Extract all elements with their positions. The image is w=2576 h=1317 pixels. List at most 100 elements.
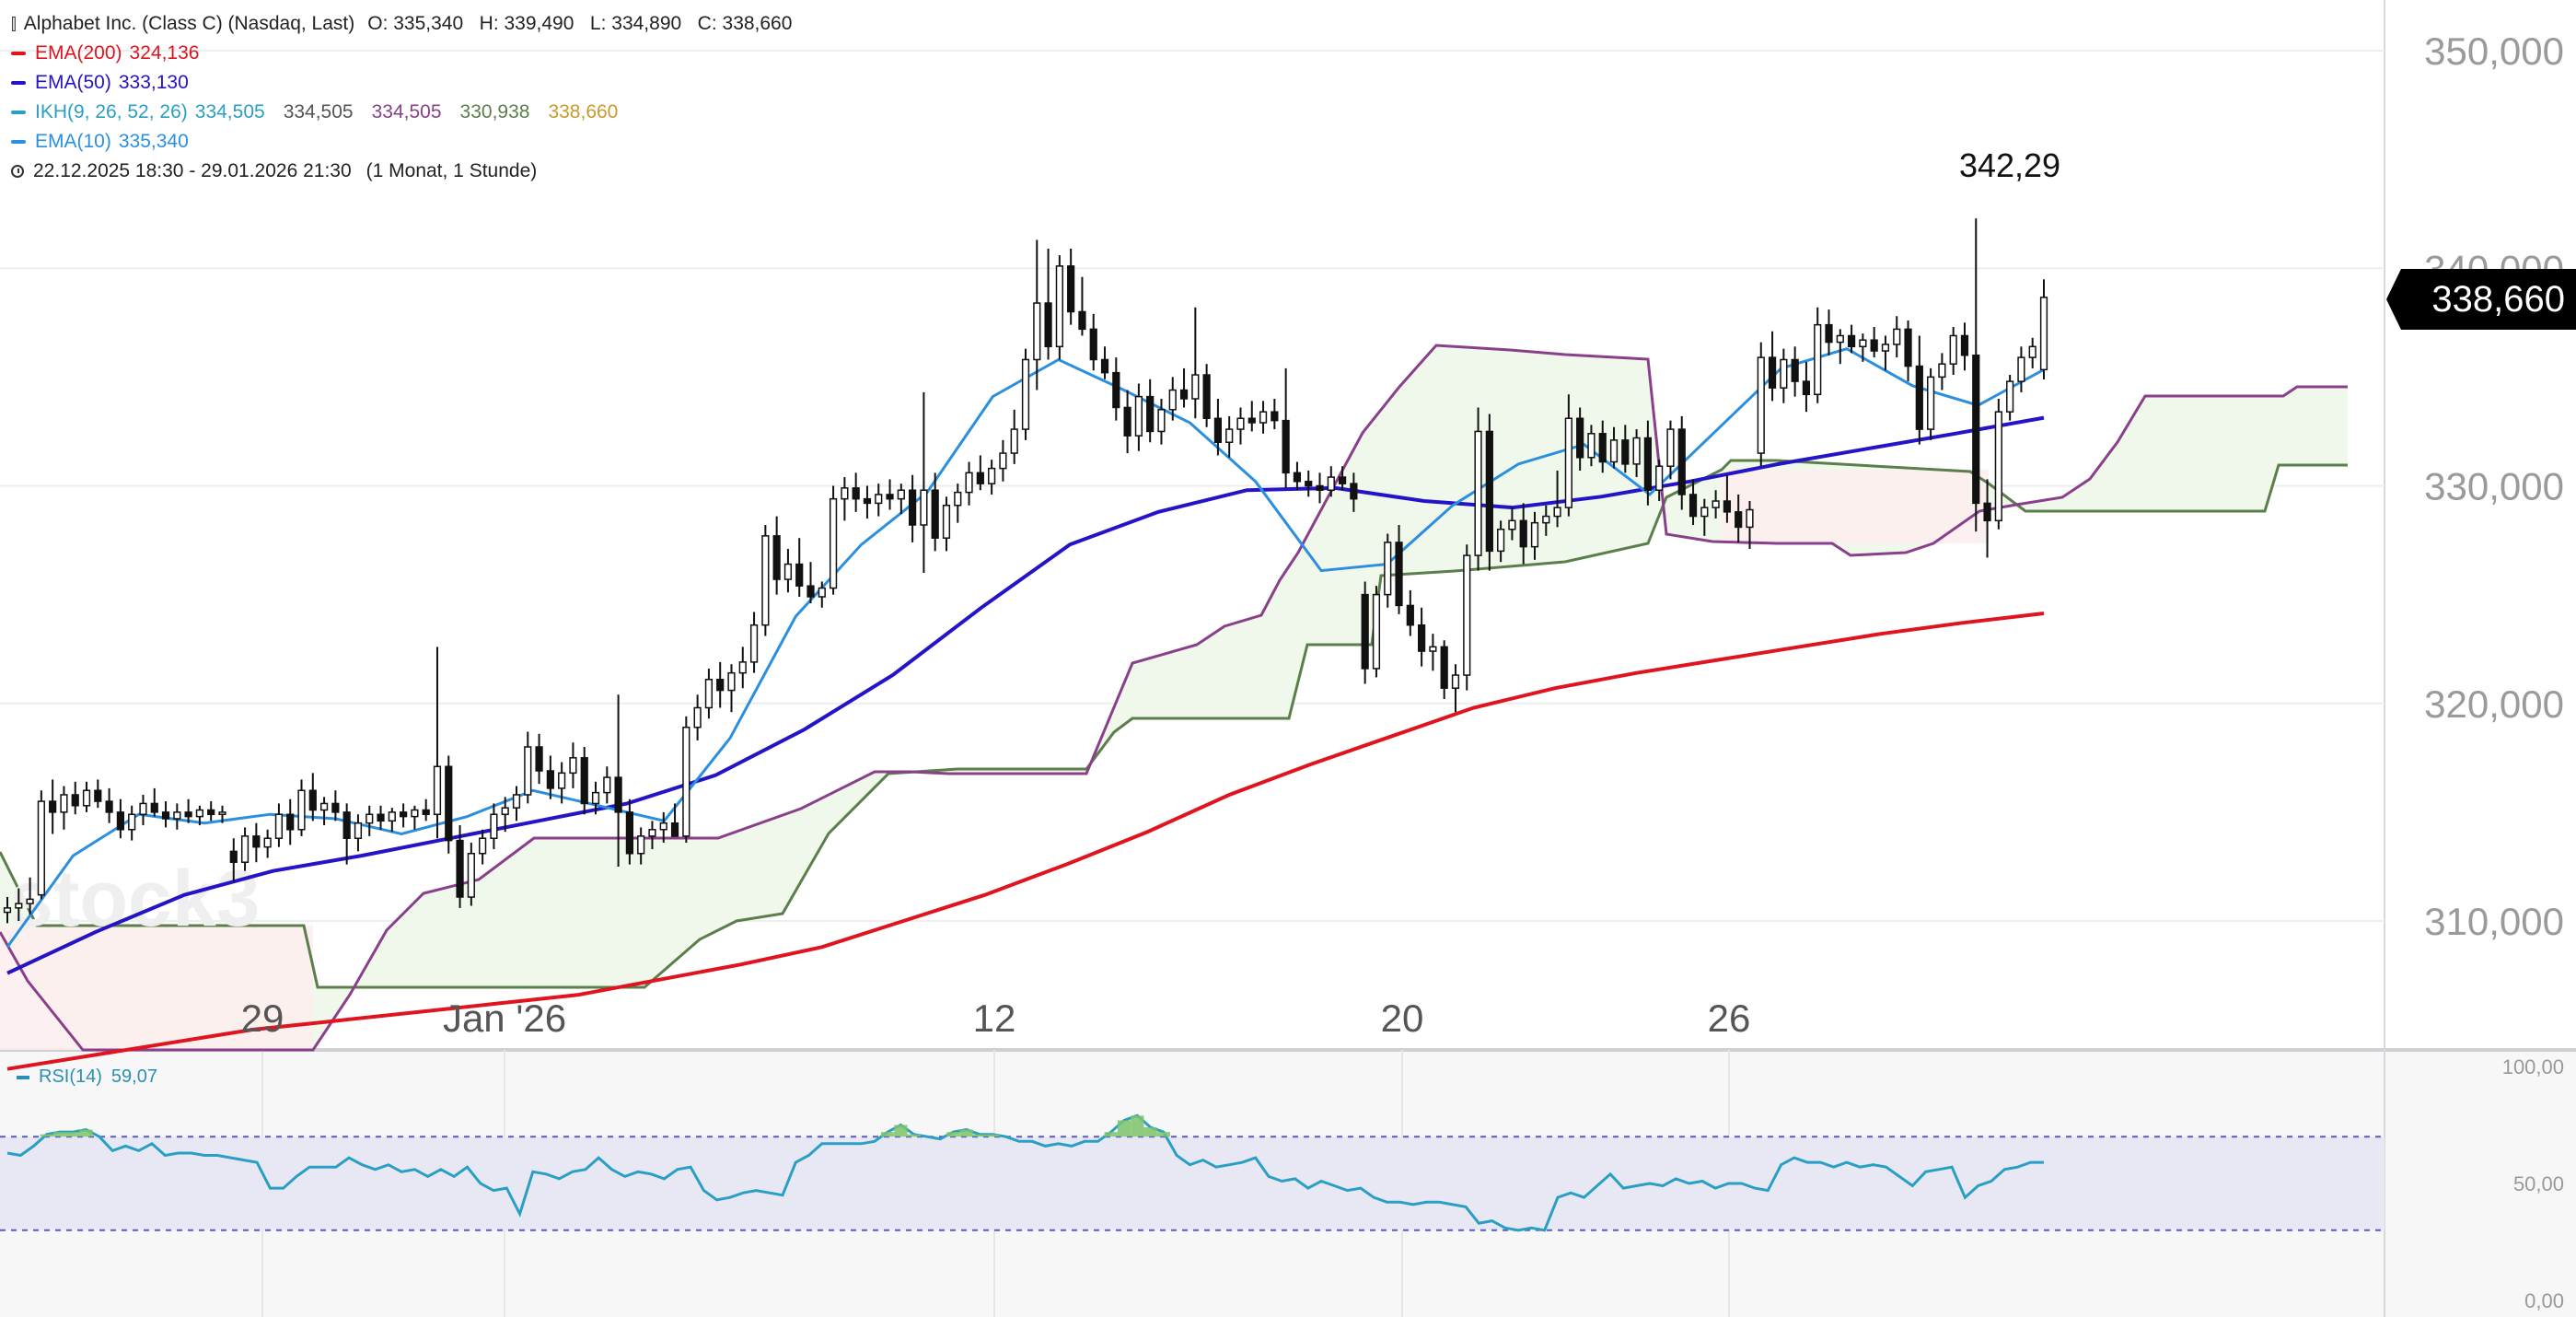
price-tick-label: 350,000 [2424,29,2564,73]
rsi-legend[interactable]: RSI(14) 59,07 [17,1066,157,1088]
candle-body [603,776,611,794]
candle-body [218,811,226,815]
candle-body [1384,542,1392,596]
candle-body [263,837,272,848]
rsi-overbought-fill [946,1132,960,1137]
candle-body [479,837,487,855]
candle-body [1938,363,1946,379]
candle-body [1259,411,1268,424]
candle-body [274,813,284,839]
line-ema200 [6,612,2045,1071]
candle-body [1395,542,1403,607]
candle-body [411,809,419,818]
candle-body [400,811,408,818]
candle-body [1157,409,1166,433]
legend-ema10[interactable]: EMA(10) 335,340 [11,127,792,157]
candle-body [761,535,770,626]
date-tick-label: Jan '26 [443,996,566,1040]
candle-body [1338,476,1347,484]
period-range: 22.12.2025 18:30 - 29.01.2026 21:30 [33,160,352,181]
candle-body [886,494,894,500]
ema10-value: 335,340 [118,131,189,152]
candle-body [1802,380,1811,396]
candle-body [818,587,826,598]
candle-body [1814,323,1822,396]
candle-body [1282,419,1290,474]
candle-body [1825,323,1833,344]
rsi-label: RSI(14) [39,1066,102,1087]
watermark-layer: stock3 [9,855,261,943]
rsi-swatch [17,1075,29,1079]
cloud-fill-bearish-right [1722,470,1989,543]
date-tick-label: 29 [241,996,284,1040]
candle-body [1078,310,1086,331]
candle-body [1213,417,1223,444]
candle-body [1202,374,1211,420]
rsi-tick-label: 50,00 [2513,1172,2564,1195]
rsi-line [6,1113,2044,1232]
candle-body [150,802,158,813]
candle-body [240,835,249,863]
candle-body [1010,428,1018,454]
rsi-band-fill [0,1136,2385,1230]
candle-body [1564,417,1572,508]
candle-body [727,671,736,692]
candle-body [942,505,951,539]
candle-body [1553,507,1561,518]
candle-body [422,809,430,815]
candle-body [1723,500,1732,513]
candle-body [897,489,905,500]
candle-body [524,746,532,796]
candle-body [82,789,91,807]
rsi-tick-label: 100,00 [2502,1055,2564,1078]
legend-instrument-row: ⫿ Alphabet Inc. (Class C) (Nasdaq, Last)… [11,9,792,39]
candle-body [1609,439,1619,463]
candle-body [1033,302,1041,361]
candle-body [1429,646,1437,652]
candle-body [207,809,215,815]
candle-body [1927,376,1935,430]
date-tick-label: 26 [1708,996,1751,1040]
candle-body [625,811,633,855]
candle-body [501,807,509,815]
candle-body [1100,358,1109,374]
candle-body [445,765,453,842]
candle-body [37,800,45,896]
rsi-overbought-fill [1104,1132,1118,1137]
candle-body [749,624,759,663]
legend-period: 22.12.2025 18:30 - 29.01.2026 21:30 (1 M… [11,157,792,186]
candle-body [875,494,883,505]
candle-body [1247,417,1256,424]
candle-body [1179,389,1189,400]
candle-body [852,487,860,500]
candle-body [490,813,498,839]
candle-body [580,757,588,805]
ema50-label: EMA(50) [35,72,111,93]
rsi-overbought-fill [79,1129,93,1137]
legend-ema50[interactable]: EMA(50) 333,130 [11,68,792,98]
candle-body [772,535,781,580]
rsi-overbought-fill [66,1132,80,1137]
candle-body [388,811,396,822]
legend-ikh[interactable]: IKH(9, 26, 52, 26) 334,505 334,505 334,5… [11,98,792,127]
candle-body [1305,481,1313,487]
candle-body [116,811,124,831]
candle-body [1327,476,1335,491]
legend-ema200[interactable]: EMA(200) 324,136 [11,39,792,68]
candle-body [931,489,939,539]
candle-body [60,794,68,813]
candle-body [558,772,566,789]
candle-body [1530,521,1539,548]
candle-body [1598,433,1607,463]
candle-body [614,776,622,813]
candle-body [2039,297,2048,371]
candle-body [139,802,147,815]
candle-body [863,497,872,505]
candle-body [841,487,849,500]
candle-body [1666,428,1675,467]
candle-body [1418,624,1426,652]
candle-body [920,489,928,526]
candle-body [637,835,645,855]
candle-body [1688,494,1698,518]
candle-body [1474,430,1482,556]
